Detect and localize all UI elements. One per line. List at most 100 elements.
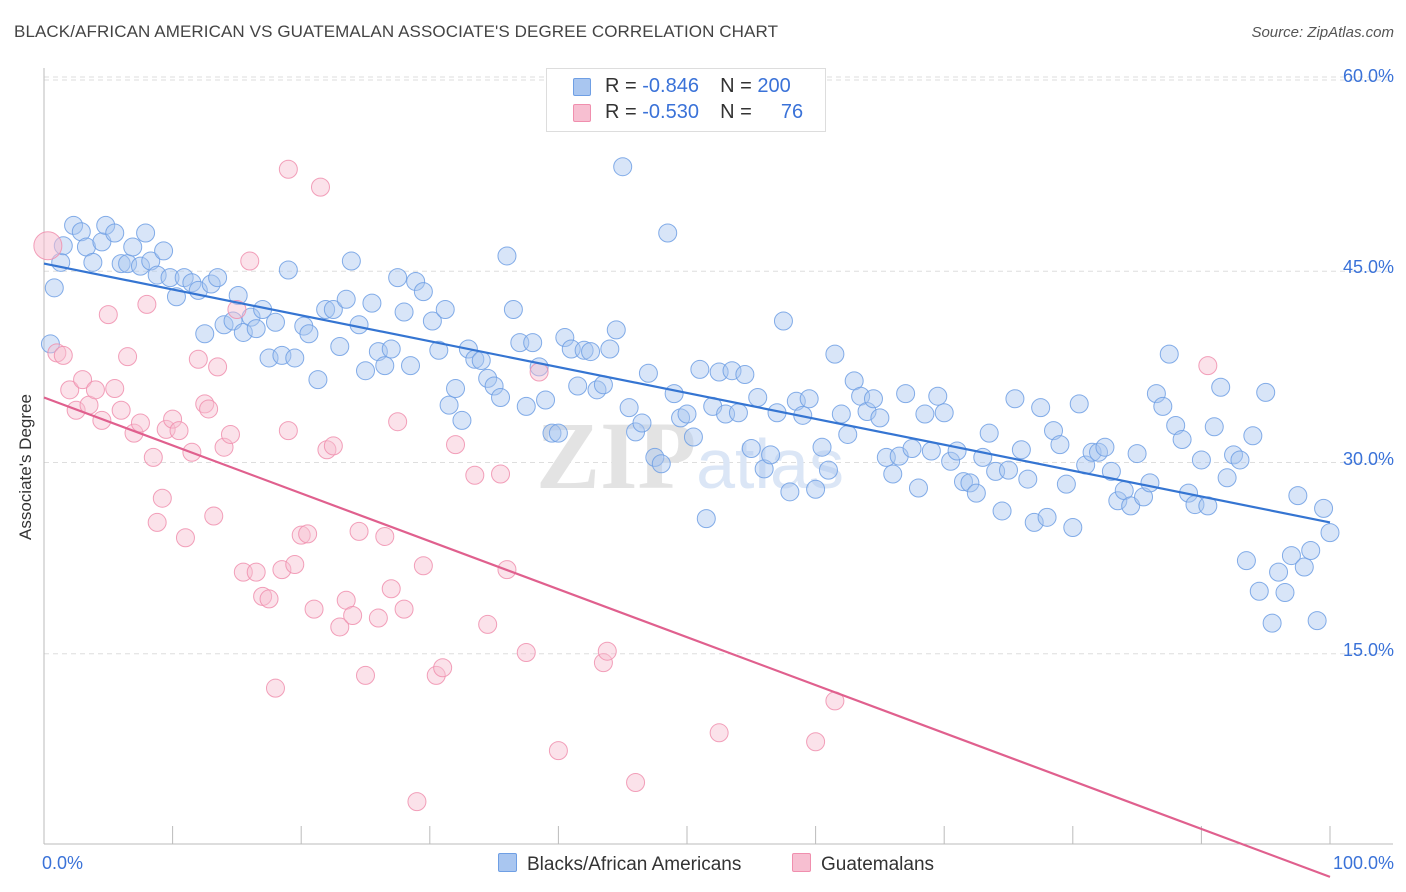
point-guatemalans-39 — [278, 421, 298, 441]
point-blacks-73 — [516, 396, 536, 416]
point-blacks-4 — [64, 215, 84, 235]
point-blacks-42 — [316, 300, 336, 319]
point-blacks-178 — [1191, 450, 1211, 470]
point-blacks-195 — [1301, 540, 1321, 560]
point-guatemalans-52 — [356, 665, 375, 685]
point-blacks-46 — [341, 251, 361, 271]
point-guatemalans-42 — [291, 525, 311, 545]
point-blacks-135 — [915, 404, 935, 424]
point-blacks-190 — [1269, 562, 1289, 582]
point-guatemalans-2 — [53, 345, 73, 365]
point-blacks-189 — [1262, 613, 1282, 633]
point-blacks-123 — [838, 424, 858, 444]
point-blacks-67 — [478, 368, 498, 388]
point-guatemalans-29 — [214, 437, 234, 457]
point-blacks-108 — [741, 438, 761, 458]
trend-lines — [43, 262, 1331, 878]
point-blacks-141 — [953, 472, 973, 492]
point-blacks-55 — [401, 356, 421, 376]
point-blacks-156 — [1050, 435, 1070, 455]
point-blacks-84 — [587, 380, 607, 400]
point-blacks-133 — [902, 438, 922, 458]
point-blacks-138 — [934, 403, 954, 423]
point-blacks-45 — [336, 289, 356, 309]
point-blacks-130 — [883, 464, 903, 484]
trend-line-guatemalans — [43, 396, 1331, 878]
legend-label-guatemalans: Guatemalans — [821, 854, 935, 875]
point-guatemalans-51 — [349, 521, 369, 541]
point-blacks-194 — [1294, 557, 1314, 577]
point-blacks-70 — [497, 246, 517, 266]
point-blacks-62 — [446, 379, 466, 399]
point-blacks-148 — [999, 460, 1018, 480]
point-blacks-161 — [1082, 442, 1102, 462]
point-blacks-13 — [123, 237, 143, 257]
series-1 — [33, 159, 1218, 812]
point-blacks-114 — [780, 482, 800, 502]
point-guatemalans-10 — [105, 379, 125, 399]
point-blacks-88 — [613, 157, 633, 177]
point-guatemalans-50 — [343, 606, 363, 625]
point-blacks-134 — [908, 478, 928, 498]
point-blacks-147 — [992, 501, 1012, 521]
point-blacks-137 — [928, 386, 948, 406]
point-guatemalans-64 — [478, 614, 498, 634]
point-blacks-37 — [278, 260, 298, 280]
point-guatemalans-74 — [806, 732, 826, 752]
point-guatemalans-58 — [407, 792, 427, 812]
point-guatemalans-57 — [394, 599, 414, 619]
point-blacks-152 — [1024, 512, 1044, 532]
point-guatemalans-56 — [388, 412, 408, 432]
point-blacks-154 — [1037, 507, 1057, 527]
point-guatemalans-47 — [323, 436, 343, 456]
point-blacks-186 — [1243, 426, 1263, 446]
point-blacks-120 — [818, 460, 838, 480]
point-blacks-193 — [1288, 486, 1308, 506]
point-blacks-92 — [638, 363, 658, 383]
point-blacks-101 — [696, 509, 716, 529]
point-guatemalans-16 — [143, 447, 163, 467]
series-0 — [40, 157, 1340, 633]
point-blacks-98 — [677, 404, 697, 424]
bottom-legend-guatemalans: Guatemalans — [792, 853, 934, 876]
point-guatemalans-43 — [298, 524, 318, 544]
point-blacks-164 — [1101, 461, 1121, 481]
point-guatemalans-63 — [465, 465, 485, 485]
point-blacks-15 — [136, 223, 156, 243]
point-guatemalans-68 — [529, 362, 549, 382]
point-guatemalans-76 — [1198, 356, 1218, 376]
y-tick-label-3: 60.0% — [1342, 66, 1394, 86]
legend-swatch-pink — [792, 853, 811, 872]
point-blacks-192 — [1281, 546, 1301, 566]
point-blacks-63 — [452, 410, 472, 430]
point-guatemalans-24 — [188, 349, 208, 369]
point-guatemalans-53 — [368, 608, 388, 628]
point-blacks-100 — [690, 359, 710, 379]
point-blacks-122 — [831, 404, 851, 424]
point-guatemalans-0 — [33, 231, 63, 261]
point-blacks-66 — [471, 351, 491, 370]
point-blacks-118 — [806, 479, 826, 499]
point-guatemalans-60 — [426, 665, 446, 685]
point-blacks-171 — [1146, 384, 1166, 404]
point-guatemalans-28 — [208, 357, 228, 377]
point-guatemalans-48 — [330, 617, 350, 637]
point-guatemalans-67 — [516, 642, 536, 662]
point-blacks-1 — [44, 278, 64, 298]
point-blacks-113 — [773, 311, 793, 331]
stats-legend: R = -0.846 N = 200 R = -0.530 N = 76 — [546, 68, 826, 132]
point-blacks-24 — [195, 324, 215, 344]
point-blacks-18 — [154, 241, 174, 261]
point-blacks-175 — [1172, 430, 1192, 450]
point-blacks-183 — [1224, 445, 1244, 465]
point-blacks-149 — [1005, 389, 1025, 409]
legend-swatch-blue — [498, 853, 517, 872]
point-blacks-43 — [323, 300, 343, 319]
point-blacks-197 — [1314, 498, 1334, 518]
point-blacks-11 — [111, 254, 131, 274]
point-blacks-187 — [1249, 581, 1269, 601]
x-tick-label-min: 0.0% — [42, 853, 84, 873]
point-guatemalans-41 — [278, 159, 298, 179]
point-blacks-143 — [966, 483, 986, 503]
point-blacks-196 — [1307, 611, 1327, 631]
